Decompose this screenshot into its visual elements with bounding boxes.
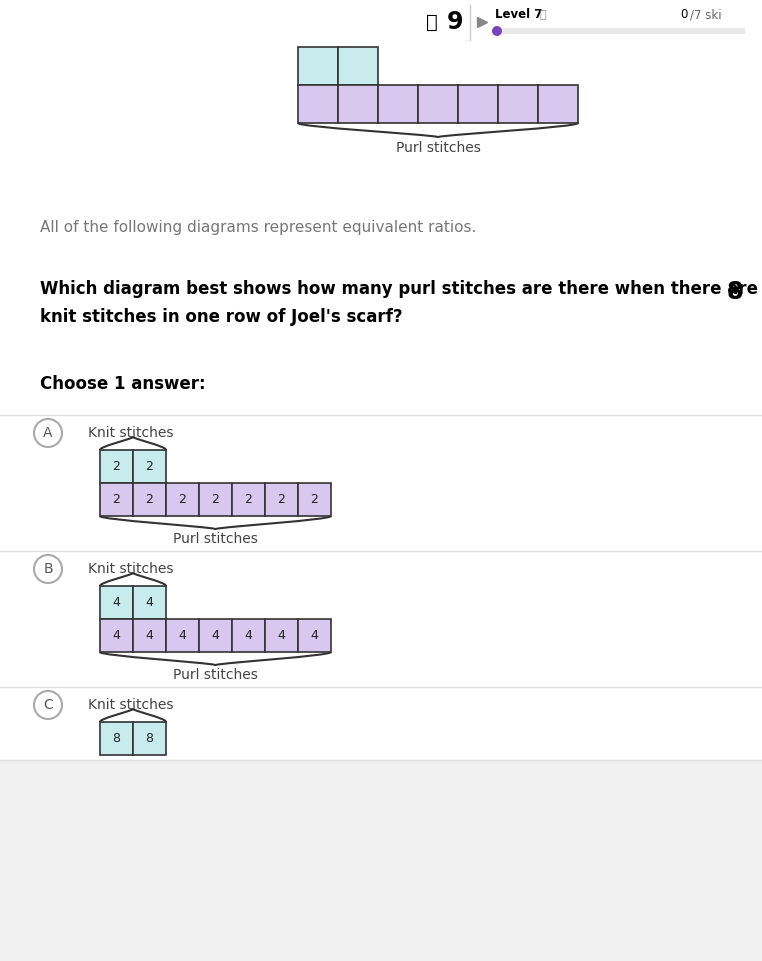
Text: Knit stitches: Knit stitches [88,426,174,440]
Bar [133,586,166,619]
Text: 9: 9 [447,10,463,34]
Bar [0,0,762,45]
Text: B: B [43,562,53,576]
Text: 2: 2 [212,493,219,506]
Text: Purl stitches: Purl stitches [173,668,258,682]
Text: C: C [43,698,53,712]
Circle shape [34,419,62,447]
Text: 4: 4 [146,596,153,609]
Text: A: A [43,426,53,440]
Text: 0: 0 [680,9,687,21]
Bar [133,450,166,483]
Text: /7 ski: /7 ski [690,9,722,21]
Text: 2: 2 [113,493,120,506]
Text: Knit stitches: Knit stitches [88,562,174,576]
Bar [495,28,745,34]
Text: 8: 8 [727,280,744,304]
Bar [378,85,418,123]
Bar [265,483,298,516]
Text: 4: 4 [212,629,219,642]
Bar [498,85,538,123]
Bar [166,483,199,516]
Bar [265,619,298,652]
Bar [232,619,265,652]
Text: 8: 8 [146,732,153,745]
Text: 4: 4 [178,629,187,642]
Bar [100,722,133,755]
Text: Purl stitches: Purl stitches [395,141,480,155]
Text: 8: 8 [113,732,120,745]
Text: 2: 2 [277,493,286,506]
Bar [100,483,133,516]
Bar [166,619,199,652]
Bar [100,450,133,483]
Text: 2: 2 [146,460,153,473]
Text: 4: 4 [146,629,153,642]
Text: 2: 2 [113,460,120,473]
Circle shape [34,555,62,583]
Text: All of the following diagrams represent equivalent ratios.: All of the following diagrams represent … [40,220,476,235]
Text: knit stitches in one row of Joel's scarf?: knit stitches in one row of Joel's scarf… [40,308,402,326]
Text: ⓘ: ⓘ [540,10,546,20]
Text: 4: 4 [113,629,120,642]
Text: 4: 4 [245,629,252,642]
Bar [100,586,133,619]
Text: Knit stitches: Knit stitches [88,698,174,712]
Circle shape [34,691,62,719]
Bar [100,619,133,652]
Bar [199,619,232,652]
Text: 🔥: 🔥 [426,12,438,32]
Bar [298,85,338,123]
Bar [458,85,498,123]
Text: 4: 4 [113,596,120,609]
Bar [418,85,458,123]
Text: 2: 2 [245,493,252,506]
Text: Level 7: Level 7 [495,9,543,21]
Bar [133,619,166,652]
Text: Purl stitches: Purl stitches [173,532,258,546]
Bar [0,760,762,961]
Bar [538,85,578,123]
Bar [298,619,331,652]
Text: 2: 2 [311,493,319,506]
Bar [338,85,378,123]
Bar [232,483,265,516]
Bar [133,722,166,755]
Circle shape [492,26,502,36]
Bar [298,483,331,516]
Text: 4: 4 [277,629,286,642]
Text: 2: 2 [178,493,187,506]
Bar [199,483,232,516]
Text: Choose 1 answer:: Choose 1 answer: [40,375,206,393]
Text: 4: 4 [311,629,319,642]
Bar [338,47,378,85]
Text: Which diagram best shows how many purl stitches are there when there are: Which diagram best shows how many purl s… [40,280,762,298]
Bar [133,483,166,516]
Bar [298,47,338,85]
Text: 2: 2 [146,493,153,506]
